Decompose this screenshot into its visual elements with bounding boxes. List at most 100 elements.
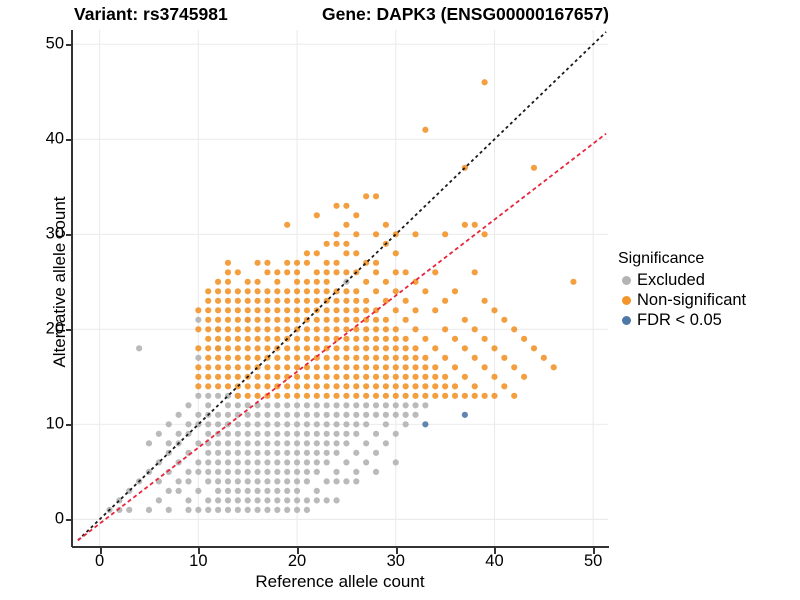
data-point <box>353 288 360 295</box>
data-point <box>353 335 360 342</box>
data-point <box>323 316 330 323</box>
data-point <box>274 373 281 380</box>
data-point <box>333 383 340 390</box>
reference-line-regression <box>77 132 607 542</box>
data-point <box>254 411 261 418</box>
data-point <box>264 307 271 314</box>
data-point <box>363 335 370 342</box>
data-point <box>343 269 350 276</box>
data-point <box>333 259 340 266</box>
data-point <box>244 411 251 418</box>
data-point <box>293 297 301 304</box>
data-point <box>382 383 389 390</box>
data-point <box>382 326 389 333</box>
data-point <box>392 354 399 361</box>
data-point <box>234 459 241 466</box>
legend-item-excluded[interactable]: Excluded <box>618 270 796 290</box>
data-point <box>214 487 222 494</box>
x-tick-label: 40 <box>485 552 504 570</box>
data-point <box>214 440 222 447</box>
data-point <box>333 335 340 342</box>
data-point <box>323 383 330 390</box>
data-point <box>284 364 291 371</box>
data-point <box>274 478 281 485</box>
data-point <box>274 392 281 399</box>
data-point <box>205 307 212 314</box>
data-point <box>284 297 291 304</box>
legend-item-non-significant[interactable]: Non-significant <box>618 290 796 310</box>
gene-title: Gene: DAPK3 (ENSG00000167657) <box>322 4 609 24</box>
data-point <box>372 383 380 390</box>
data-point <box>451 392 459 399</box>
data-point <box>284 459 291 466</box>
data-point <box>382 373 389 380</box>
x-tick-mark <box>494 548 497 554</box>
data-point <box>195 411 202 418</box>
data-point <box>313 411 320 418</box>
data-point <box>205 345 212 352</box>
data-point <box>451 335 459 342</box>
data-point <box>195 392 202 399</box>
data-point <box>205 402 212 409</box>
data-point <box>323 364 330 371</box>
data-point <box>343 459 350 466</box>
data-point <box>244 307 251 314</box>
data-point <box>402 421 409 428</box>
data-point <box>195 307 202 314</box>
data-point <box>442 392 449 399</box>
data-point <box>382 421 389 428</box>
data-point <box>343 240 350 247</box>
data-point <box>303 307 311 314</box>
data-point <box>264 345 271 352</box>
data-point <box>205 335 212 342</box>
plot-canvas <box>72 30 608 546</box>
y-tick-mark <box>66 329 72 332</box>
data-point <box>244 364 251 371</box>
data-point <box>461 373 468 380</box>
data-point <box>244 345 251 352</box>
data-point <box>313 497 320 504</box>
data-point <box>293 459 301 466</box>
data-point <box>372 373 380 380</box>
data-point <box>224 478 232 485</box>
data-point <box>363 307 370 314</box>
data-point <box>372 392 380 399</box>
data-point <box>293 307 301 314</box>
data-point <box>432 364 439 371</box>
y-tick-label: 30 <box>45 224 64 243</box>
data-point <box>175 430 182 437</box>
data-point <box>205 421 212 428</box>
data-point <box>224 506 232 513</box>
data-point <box>442 354 449 361</box>
data-point <box>195 364 202 371</box>
data-point <box>224 449 232 456</box>
data-point <box>264 497 271 504</box>
data-point <box>214 478 222 485</box>
data-point <box>224 497 232 504</box>
data-point <box>451 288 459 295</box>
data-point <box>303 297 311 304</box>
data-point <box>234 402 241 409</box>
legend-item-label: Non-significant <box>637 291 747 309</box>
data-point <box>274 316 281 323</box>
data-point <box>422 288 429 295</box>
data-point <box>214 316 222 323</box>
data-point <box>214 288 222 295</box>
legend-item-fdr-0-05[interactable]: FDR < 0.05 <box>618 310 796 330</box>
data-point <box>491 307 498 314</box>
data-point <box>185 402 192 409</box>
data-point <box>442 326 449 333</box>
data-point <box>284 288 291 295</box>
data-point <box>234 373 241 380</box>
data-point <box>353 383 360 390</box>
data-point <box>303 335 311 342</box>
data-point <box>175 478 182 485</box>
data-point <box>274 449 281 456</box>
data-point <box>511 364 518 371</box>
data-point <box>343 288 350 295</box>
data-point <box>293 468 301 475</box>
data-point <box>372 449 380 456</box>
y-axis-tick-labels: 0 10 20 30 40 50 <box>0 0 64 600</box>
data-point <box>303 478 311 485</box>
data-point <box>353 411 360 418</box>
